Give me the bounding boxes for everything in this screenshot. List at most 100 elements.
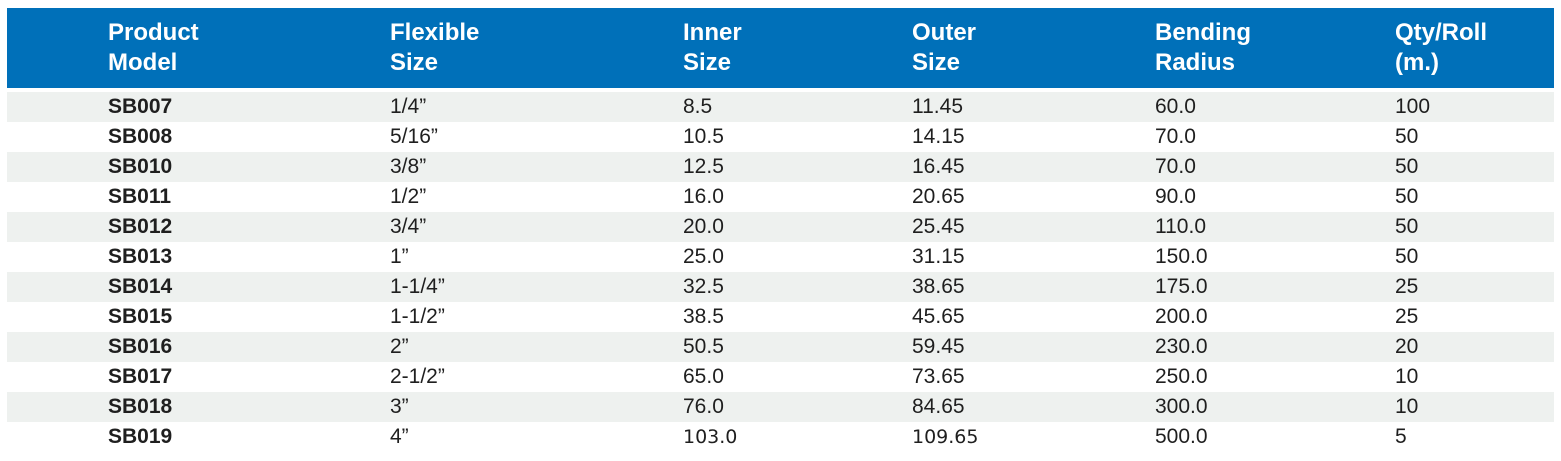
cell-outer-size: 38.65 — [912, 275, 965, 298]
cell-flexible-size: 3/8” — [390, 155, 427, 178]
cell-flexible-size: 2-1/2” — [390, 365, 445, 388]
cell-outer-size: 11.45 — [912, 95, 963, 118]
cell-product-model: SB016 — [108, 335, 173, 358]
header-line: Product — [108, 19, 199, 46]
table-row: SB010 3/8” 12.5 16.45 70.0 50 — [7, 152, 1554, 182]
cell-bending-radius: 200.0 — [1155, 305, 1208, 328]
table-row: SB017 2-1/2” 65.0 73.65 250.0 10 — [7, 362, 1554, 392]
cell-product-model: SB018 — [108, 395, 173, 418]
header-line: Inner — [683, 19, 742, 46]
cell-flexible-size: 1” — [390, 245, 409, 268]
cell-outer-size: 14.15 — [912, 125, 965, 148]
cell-bending-radius: 230.0 — [1155, 335, 1208, 358]
col-header-inner-size: Inner Size — [683, 8, 912, 92]
table-row: SB014 1-1/4” 32.5 38.65 175.0 25 — [7, 272, 1554, 302]
cell-inner-size: 50.5 — [683, 335, 724, 358]
cell-qty-per-roll: 50 — [1395, 215, 1419, 238]
cell-bending-radius: 90.0 — [1155, 185, 1196, 208]
cell-qty-per-roll: 100 — [1395, 95, 1431, 118]
table-row: SB016 2” 50.5 59.45 230.0 20 — [7, 332, 1554, 362]
header-line: Flexible — [390, 19, 480, 46]
cell-flexible-size: 3” — [390, 395, 409, 418]
table-row: SB013 1” 25.0 31.15 150.0 50 — [7, 242, 1554, 272]
cell-bending-radius: 70.0 — [1155, 155, 1196, 178]
table-row: SB007 1/4” 8.5 11.45 60.0 100 — [7, 90, 1554, 122]
header-line: Radius — [1155, 49, 1236, 76]
cell-flexible-size: 3/4” — [390, 215, 427, 238]
cell-product-model: SB013 — [108, 245, 173, 268]
cell-qty-per-roll: 50 — [1395, 185, 1419, 208]
cell-outer-size: 20.65 — [912, 185, 965, 208]
cell-flexible-size: 1/2” — [390, 185, 427, 208]
cell-flexible-size: 4” — [390, 425, 409, 448]
col-header-outer-size: Outer Size — [912, 8, 1155, 92]
cell-qty-per-roll: 50 — [1395, 155, 1419, 178]
cell-outer-size: 59.45 — [912, 335, 965, 358]
cell-qty-per-roll: 50 — [1395, 125, 1419, 148]
cell-bending-radius: 250.0 — [1155, 365, 1208, 388]
cell-product-model: SB015 — [108, 305, 173, 328]
cell-inner-size: 20.0 — [683, 215, 724, 238]
table-row: SB019 4” 103.0 109.65 500.0 5 — [7, 422, 1554, 452]
cell-inner-size: 16.0 — [683, 185, 724, 208]
table-row: SB012 3/4” 20.0 25.45 110.0 50 — [7, 212, 1554, 242]
cell-bending-radius: 175.0 — [1155, 275, 1208, 298]
header-line: Model — [108, 49, 178, 76]
cell-inner-size: 32.5 — [683, 275, 724, 298]
table-row: SB018 3” 76.0 84.65 300.0 10 — [7, 392, 1554, 422]
table-row: SB015 1-1/2” 38.5 45.65 200.0 25 — [7, 302, 1554, 332]
cell-flexible-size: 1-1/4” — [390, 275, 445, 298]
cell-inner-size: 65.0 — [683, 365, 724, 388]
col-header-product-model: Product Model — [7, 8, 390, 92]
cell-outer-size: 16.45 — [912, 155, 965, 178]
cell-inner-size: 8.5 — [683, 95, 713, 118]
cell-inner-size: 10.5 — [683, 125, 724, 148]
cell-qty-per-roll: 20 — [1395, 335, 1419, 358]
cell-outer-size: 45.65 — [912, 305, 965, 328]
cell-bending-radius: 110.0 — [1155, 215, 1206, 238]
cell-inner-size: 25.0 — [683, 245, 724, 268]
header-line: Bending — [1155, 19, 1251, 46]
cell-product-model: SB008 — [108, 125, 173, 148]
cell-product-model: SB012 — [108, 215, 173, 238]
col-header-flexible-size: Flexible Size — [390, 8, 683, 92]
header-line: Outer — [912, 19, 977, 46]
cell-flexible-size: 1/4” — [390, 95, 427, 118]
cell-bending-radius: 70.0 — [1155, 125, 1196, 148]
cell-flexible-size: 1-1/2” — [390, 305, 445, 328]
col-header-bending-radius: Bending Radius — [1155, 8, 1395, 92]
cell-qty-per-roll: 50 — [1395, 245, 1419, 268]
header-line: Size — [912, 49, 961, 76]
cell-flexible-size: 2” — [390, 335, 409, 358]
cell-product-model: SB017 — [108, 365, 173, 388]
cell-outer-size: 109.65 — [912, 426, 979, 448]
spec-table-container: Product Model Flexible Size Inner Size O… — [7, 8, 1554, 452]
cell-qty-per-roll: 5 — [1395, 425, 1407, 448]
cell-inner-size: 76.0 — [683, 395, 724, 418]
header-line: Qty/Roll — [1395, 19, 1488, 46]
cell-inner-size: 103.0 — [683, 426, 738, 448]
table-row: SB008 5/16” 10.5 14.15 70.0 50 — [7, 122, 1554, 152]
cell-outer-size: 25.45 — [912, 215, 965, 238]
cell-qty-per-roll: 10 — [1395, 365, 1419, 388]
product-spec-table: Product Model Flexible Size Inner Size O… — [7, 8, 1554, 452]
cell-inner-size: 12.5 — [683, 155, 724, 178]
cell-qty-per-roll: 10 — [1395, 395, 1419, 418]
cell-bending-radius: 150.0 — [1155, 245, 1208, 268]
cell-product-model: SB010 — [108, 155, 173, 178]
col-header-qty-per-roll: Qty/Roll (m.) — [1395, 8, 1554, 92]
header-line: Size — [683, 49, 732, 76]
cell-qty-per-roll: 25 — [1395, 305, 1419, 328]
cell-flexible-size: 5/16” — [390, 125, 438, 148]
cell-bending-radius: 500.0 — [1155, 425, 1208, 448]
cell-outer-size: 84.65 — [912, 395, 965, 418]
cell-product-model: SB019 — [108, 425, 173, 448]
cell-qty-per-roll: 25 — [1395, 275, 1419, 298]
header-row: Product Model Flexible Size Inner Size O… — [7, 8, 1554, 92]
cell-inner-size: 38.5 — [683, 305, 724, 328]
cell-outer-size: 73.65 — [912, 365, 965, 388]
cell-bending-radius: 60.0 — [1155, 95, 1196, 118]
cell-product-model: SB014 — [108, 275, 173, 298]
header-line: Size — [390, 49, 439, 76]
cell-product-model: SB007 — [108, 95, 173, 118]
